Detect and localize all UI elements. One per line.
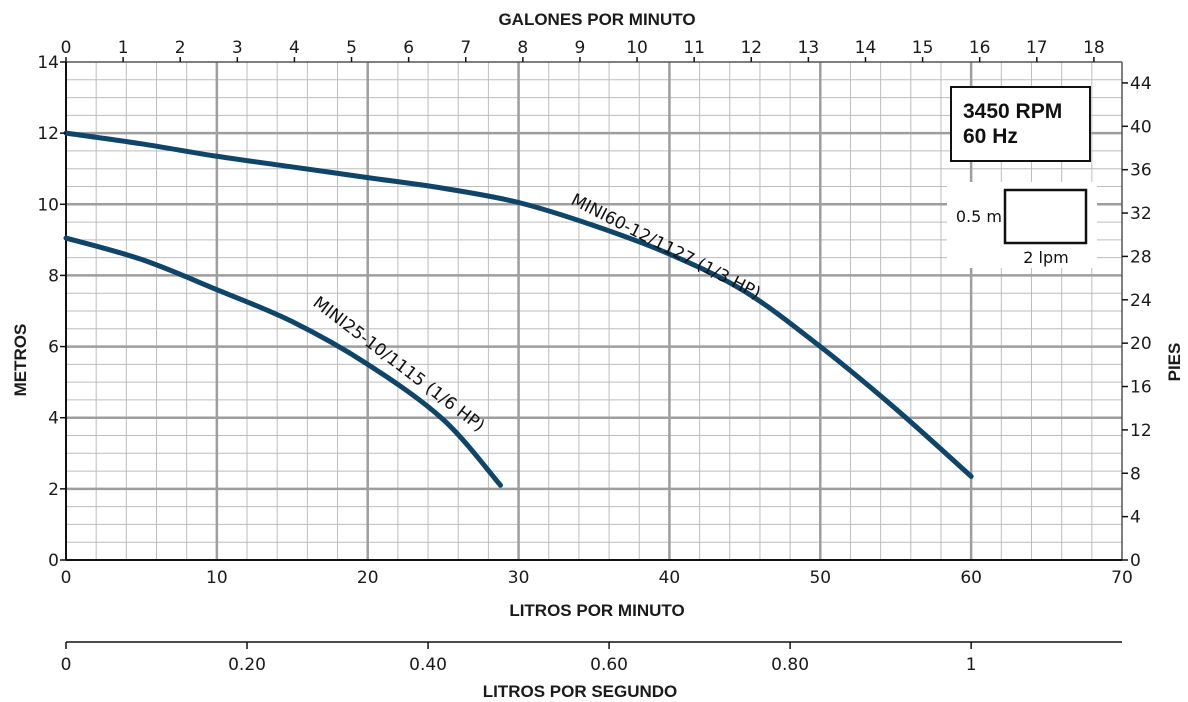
top-tick-label: 1 xyxy=(118,38,129,58)
bottom-axis-title: LITROS POR MINUTO xyxy=(509,601,684,620)
left-tick-label: 8 xyxy=(48,266,59,286)
top-tick-label: 18 xyxy=(1083,38,1105,58)
right-tick-label: 4 xyxy=(1130,508,1141,528)
info-box-rpm: 3450 RPM xyxy=(963,100,1062,123)
right-tick-label: 12 xyxy=(1130,421,1152,441)
right-tick-label: 40 xyxy=(1130,117,1152,137)
right-tick-label: 20 xyxy=(1130,334,1152,354)
left-tick-label: 6 xyxy=(48,338,59,358)
left-tick-label: 10 xyxy=(37,195,59,215)
top-tick-label: 17 xyxy=(1026,38,1048,58)
bottom-tick-label: 40 xyxy=(659,568,681,588)
top-tick-label: 15 xyxy=(912,38,934,58)
top-tick-label: 9 xyxy=(575,38,586,58)
left-tick-label: 2 xyxy=(48,480,59,500)
top-tick-label: 5 xyxy=(346,38,357,58)
bottom-tick-label: 10 xyxy=(206,568,228,588)
info-box-frame xyxy=(950,86,1091,162)
grid-layer xyxy=(65,61,1123,561)
right-tick-label: 8 xyxy=(1130,464,1141,484)
scale-layer: 0.5 m 2 lpm xyxy=(947,182,1097,268)
left-axis-title: METROS xyxy=(11,324,30,397)
bottom-tick-label: 20 xyxy=(357,568,379,588)
top-tick-label: 12 xyxy=(740,38,762,58)
top-tick-label: 0 xyxy=(61,38,72,58)
bottom-tick-label: 0 xyxy=(61,568,72,588)
secondary-tick-label: 0 xyxy=(61,655,72,675)
right-tick-label: 36 xyxy=(1130,161,1152,181)
info-box-hz: 60 Hz xyxy=(963,125,1018,148)
bottom-tick-label: 70 xyxy=(1111,568,1133,588)
left-tick-label: 0 xyxy=(48,551,59,571)
secondary-tick-label: 0.20 xyxy=(228,655,266,675)
curve-layer xyxy=(63,130,974,488)
label-layer: MINI60-12/1127 (1/3 HP)MINI25-10/1115 (1… xyxy=(309,190,764,436)
right-tick-label: 28 xyxy=(1130,247,1152,267)
left-tick-label: 12 xyxy=(37,124,59,144)
top-tick-label: 16 xyxy=(969,38,991,58)
left-tick-label: 14 xyxy=(37,53,59,73)
secondary-bottom-axis-title: LITROS POR SEGUNDO xyxy=(483,682,678,701)
bottom-tick-label: 50 xyxy=(809,568,831,588)
top-tick-label: 14 xyxy=(855,38,877,58)
pump-curve-2 xyxy=(63,235,503,488)
secondary-tick-label: 1 xyxy=(966,655,977,675)
pump-curve-1 xyxy=(63,130,974,479)
top-tick-label: 4 xyxy=(289,38,300,58)
secondary-tick-label: 0.60 xyxy=(590,655,628,675)
scale-box-background xyxy=(947,182,1097,268)
scale-head-label: 0.5 m xyxy=(956,207,1002,226)
top-tick-label: 3 xyxy=(232,38,243,58)
right-tick-label: 24 xyxy=(1130,291,1152,311)
top-tick-label: 10 xyxy=(626,38,648,58)
secondary-tick-label: 0.40 xyxy=(409,655,447,675)
top-tick-label: 13 xyxy=(798,38,820,58)
left-tick-label: 4 xyxy=(48,409,59,429)
bottom-tick-label: 30 xyxy=(508,568,530,588)
right-tick-label: 32 xyxy=(1130,204,1152,224)
curve-label-1: MINI60-12/1127 (1/3 HP) xyxy=(568,190,764,304)
bottom-tick-label: 60 xyxy=(960,568,982,588)
top-tick-label: 7 xyxy=(460,38,471,58)
top-tick-label: 2 xyxy=(175,38,186,58)
scale-flow-label: 2 lpm xyxy=(1023,248,1068,267)
top-tick-label: 6 xyxy=(403,38,414,58)
info-box: 3450 RPM 60 Hz xyxy=(950,86,1091,162)
right-tick-label: 0 xyxy=(1130,551,1141,571)
top-tick-label: 11 xyxy=(683,38,705,58)
secondary-tick-label: 0.80 xyxy=(771,655,809,675)
right-tick-label: 16 xyxy=(1130,378,1152,398)
top-axis-title: GALONES POR MINUTO xyxy=(498,10,695,29)
right-tick-label: 44 xyxy=(1130,74,1152,94)
scale-box-frame xyxy=(1003,188,1088,245)
top-tick-label: 8 xyxy=(517,38,528,58)
right-axis-title: PIES xyxy=(1165,343,1184,382)
